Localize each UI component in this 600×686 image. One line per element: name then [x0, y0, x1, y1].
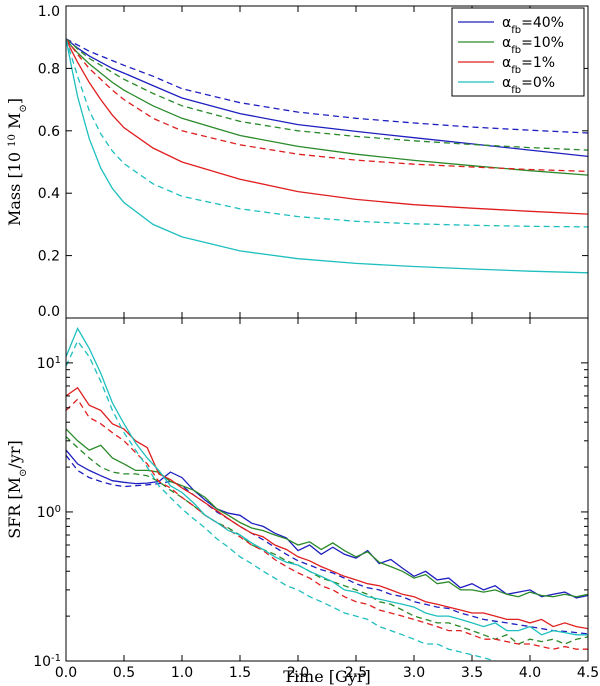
sfr-series-line [66, 454, 588, 635]
mass-series-line [65, 38, 589, 173]
legend: αfb=40%αfb=10%αfb=1%αfb=0% [451, 7, 585, 97]
mass-series-line [65, 38, 589, 151]
sfr-panel-frame [65, 317, 589, 662]
y-tick-label: 0.8 [38, 61, 60, 77]
x-tick-label: 1.0 [171, 665, 193, 681]
sfr-series-line [66, 327, 588, 636]
mass-series-line [65, 38, 589, 274]
x-tick-label: 3.5 [461, 665, 483, 681]
mass-series-line [65, 38, 589, 215]
y-tick-label: 0.0 [38, 304, 60, 320]
x-tick-label: 0.0 [55, 665, 77, 681]
x-tick-label: 4.0 [519, 665, 541, 681]
time-axis-label: Time [Gyr] [283, 667, 370, 686]
x-tick-label: 1.5 [229, 665, 251, 681]
mass-series-line [65, 38, 589, 228]
mass-series-line [65, 38, 589, 158]
sfr-series-line [66, 386, 588, 630]
y-tick-label: 0.4 [38, 186, 60, 202]
sfr-series-line [66, 339, 498, 661]
sfr-series-line [66, 436, 588, 645]
y-tick-label: 10-1 [33, 653, 61, 671]
y-tick-label: 100 [37, 503, 61, 521]
legend-box [451, 7, 585, 97]
mass-axis-label: Mass [10 10 M⊙] [5, 98, 29, 226]
sfr-panel: 101 100 10-10.0 0.5 1.0 1.5 2.0 2.5 3.0 3.5 4.0 4.5… [5, 317, 599, 686]
legend-entry: αfb=0% [502, 75, 555, 96]
y-tick-label: 0.2 [38, 249, 60, 265]
x-tick-label: 3.0 [403, 665, 425, 681]
sfr-series-line [66, 428, 588, 598]
x-tick-label: 0.5 [113, 665, 135, 681]
sfr-series-line [66, 449, 588, 599]
legend-entry: αfb=40% [502, 15, 564, 36]
sfr-series-group [66, 327, 588, 661]
x-tick-label: 2.0 [287, 665, 309, 681]
sfr-axis-label: SFR [M⊙/yr] [5, 440, 29, 539]
legend-entry: αfb=1% [502, 55, 555, 76]
x-tick-label: 2.5 [345, 665, 367, 681]
sfr-series-line [66, 398, 588, 650]
y-tick-label: 0.6 [38, 124, 60, 140]
legend-entry: αfb=10% [502, 35, 564, 56]
y-tick-label: 101 [37, 354, 61, 372]
y-tick-label: 1.0 [38, 4, 60, 20]
mass-series-line [65, 38, 589, 134]
mass-series-line [65, 38, 589, 176]
x-tick-label: 4.5 [577, 665, 599, 681]
mass-panel: 0.0 0.2 0.4 0.6 0.8 1.0 Mass [10 10 M⊙] αfb=40%… [5, 4, 589, 320]
